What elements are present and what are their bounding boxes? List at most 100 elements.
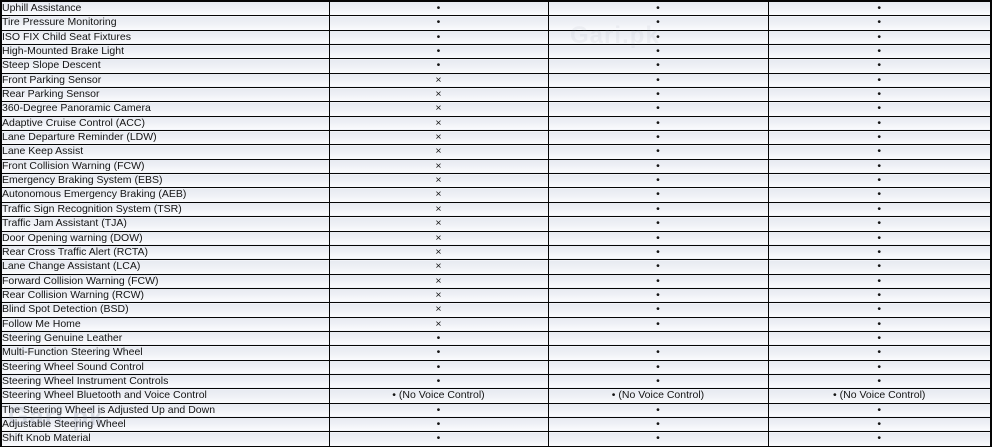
table-row: Steering Genuine Leather • • [0, 330, 992, 347]
table-row: Adaptive Cruise Control (ACC) × • • [0, 115, 992, 132]
feature-label-cell: Rear Cross Traffic Alert (RCTA) [0, 244, 330, 261]
table-row: Rear Cross Traffic Alert (RCTA) × • • [0, 244, 992, 261]
table-row: Rear Collision Warning (RCW) × • • [0, 287, 992, 304]
table-row: Lane Keep Assist × • • [0, 144, 992, 160]
table-row: Shift Knob Material • • • [0, 431, 992, 447]
table-row: The Steering Wheel is Adjusted Up and Do… [0, 402, 992, 418]
variant-1-value-cell: • [328, 29, 549, 46]
feature-label-cell: Follow Me Home [0, 316, 330, 332]
variant-2-value-cell: • [547, 0, 769, 17]
variant-1-value-cell: × [328, 273, 549, 289]
feature-label-cell: Multi-Function Steering Wheel [0, 345, 330, 361]
variant-3-value-cell: • [767, 187, 992, 203]
variant-2-value-cell: • [547, 416, 769, 433]
variant-2-value-cell: • [547, 72, 769, 89]
feature-label-cell: Rear Collision Warning (RCW) [0, 287, 330, 304]
feature-label-cell: Lane Departure Reminder (LDW) [0, 130, 330, 146]
variant-3-value-cell: • [767, 58, 992, 74]
feature-label-cell: Emergency Braking System (EBS) [0, 173, 330, 189]
table-row: Blind Spot Detection (BSD) × • • [0, 302, 992, 318]
variant-2-value-cell: • [547, 130, 769, 146]
variant-3-value-cell: • [767, 302, 992, 318]
variant-3-value-cell: • [767, 287, 992, 304]
variant-1-value-cell: • [328, 0, 549, 17]
variant-2-value-cell: • [547, 115, 769, 132]
variant-1-value-cell: • [328, 15, 549, 31]
feature-label-cell: Forward Collision Warning (FCW) [0, 273, 330, 289]
variant-3-value-cell: • [767, 416, 992, 433]
feature-label-cell: High-Mounted Brake Light [0, 44, 330, 60]
feature-label-cell: Steering Genuine Leather [0, 330, 330, 347]
variant-1-value-cell: × [328, 230, 549, 246]
variant-3-value-cell: • [767, 330, 992, 347]
table-row: Traffic Jam Assistant (TJA) × • • [0, 216, 992, 232]
feature-label-cell: Traffic Sign Recognition System (TSR) [0, 201, 330, 218]
variant-3-value-cell: • [767, 373, 992, 390]
variant-2-value-cell: • [547, 58, 769, 74]
variant-2-value-cell: • [547, 144, 769, 160]
variant-1-value-cell: × [328, 259, 549, 275]
feature-label-cell: Lane Keep Assist [0, 144, 330, 160]
feature-label-cell: Blind Spot Detection (BSD) [0, 302, 330, 318]
table-row: Adjustable Steering Wheel • • • [0, 416, 992, 433]
variant-3-value-cell: • [767, 345, 992, 361]
feature-label-cell: Traffic Jam Assistant (TJA) [0, 216, 330, 232]
variant-3-value-cell: • [767, 158, 992, 175]
variant-1-value-cell: • [328, 345, 549, 361]
variant-1-value-cell: × [328, 173, 549, 189]
variant-1-value-cell: • (No Voice Control) [328, 388, 549, 404]
variant-1-value-cell: × [328, 187, 549, 203]
table-row: ISO FIX Child Seat Fixtures • • • [0, 29, 992, 46]
table-row: Front Parking Sensor × • • [0, 72, 992, 89]
feature-label-cell: Tire Pressure Monitoring [0, 15, 330, 31]
feature-label-cell: Door Opening warning (DOW) [0, 230, 330, 246]
feature-label-cell: ISO FIX Child Seat Fixtures [0, 29, 330, 46]
variant-2-value-cell: • [547, 302, 769, 318]
table-row: Rear Parking Sensor × • • [0, 87, 992, 103]
variant-2-value-cell: • [547, 44, 769, 60]
feature-label-cell: The Steering Wheel is Adjusted Up and Do… [0, 402, 330, 418]
table-row: Steep Slope Descent • • • [0, 58, 992, 74]
table-row: Multi-Function Steering Wheel • • • [0, 345, 992, 361]
variant-1-value-cell: × [328, 201, 549, 218]
variant-3-value-cell: • [767, 316, 992, 332]
variant-1-value-cell: × [328, 158, 549, 175]
variant-3-value-cell: • [767, 101, 992, 117]
variant-1-value-cell: • [328, 373, 549, 390]
variant-3-value-cell: • [767, 0, 992, 17]
table-row: Forward Collision Warning (FCW) × • • [0, 273, 992, 289]
feature-label-cell: Rear Parking Sensor [0, 87, 330, 103]
variant-2-value-cell: • [547, 173, 769, 189]
table-row: Autonomous Emergency Braking (AEB) × • • [0, 187, 992, 203]
variant-3-value-cell: • [767, 244, 992, 261]
variant-2-value-cell: • [547, 359, 769, 375]
variant-1-value-cell: × [328, 101, 549, 117]
variant-1-value-cell: × [328, 144, 549, 160]
variant-1-value-cell: × [328, 216, 549, 232]
feature-label-cell: Steering Wheel Bluetooth and Voice Contr… [0, 388, 330, 404]
variant-3-value-cell: • [767, 130, 992, 146]
variant-2-value-cell: • [547, 187, 769, 203]
variant-1-value-cell: • [328, 416, 549, 433]
variant-2-value-cell: • [547, 87, 769, 103]
variant-3-value-cell: • [767, 402, 992, 418]
variant-1-value-cell: × [328, 244, 549, 261]
variant-1-value-cell: • [328, 431, 549, 447]
variant-1-value-cell: • [328, 359, 549, 375]
table-row: Tire Pressure Monitoring • • • [0, 15, 992, 31]
table-row: High-Mounted Brake Light • • • [0, 44, 992, 60]
variant-3-value-cell: • [767, 72, 992, 89]
table-row: Door Opening warning (DOW) × • • [0, 230, 992, 246]
variant-3-value-cell: • [767, 216, 992, 232]
feature-label-cell: Front Collision Warning (FCW) [0, 158, 330, 175]
table-row: Follow Me Home × • • [0, 316, 992, 332]
variant-3-value-cell: • [767, 431, 992, 447]
variant-3-value-cell: • [767, 359, 992, 375]
variant-2-value-cell: • [547, 431, 769, 447]
variant-3-value-cell: • [767, 115, 992, 132]
variant-3-value-cell: • (No Voice Control) [767, 388, 992, 404]
variant-3-value-cell: • [767, 44, 992, 60]
